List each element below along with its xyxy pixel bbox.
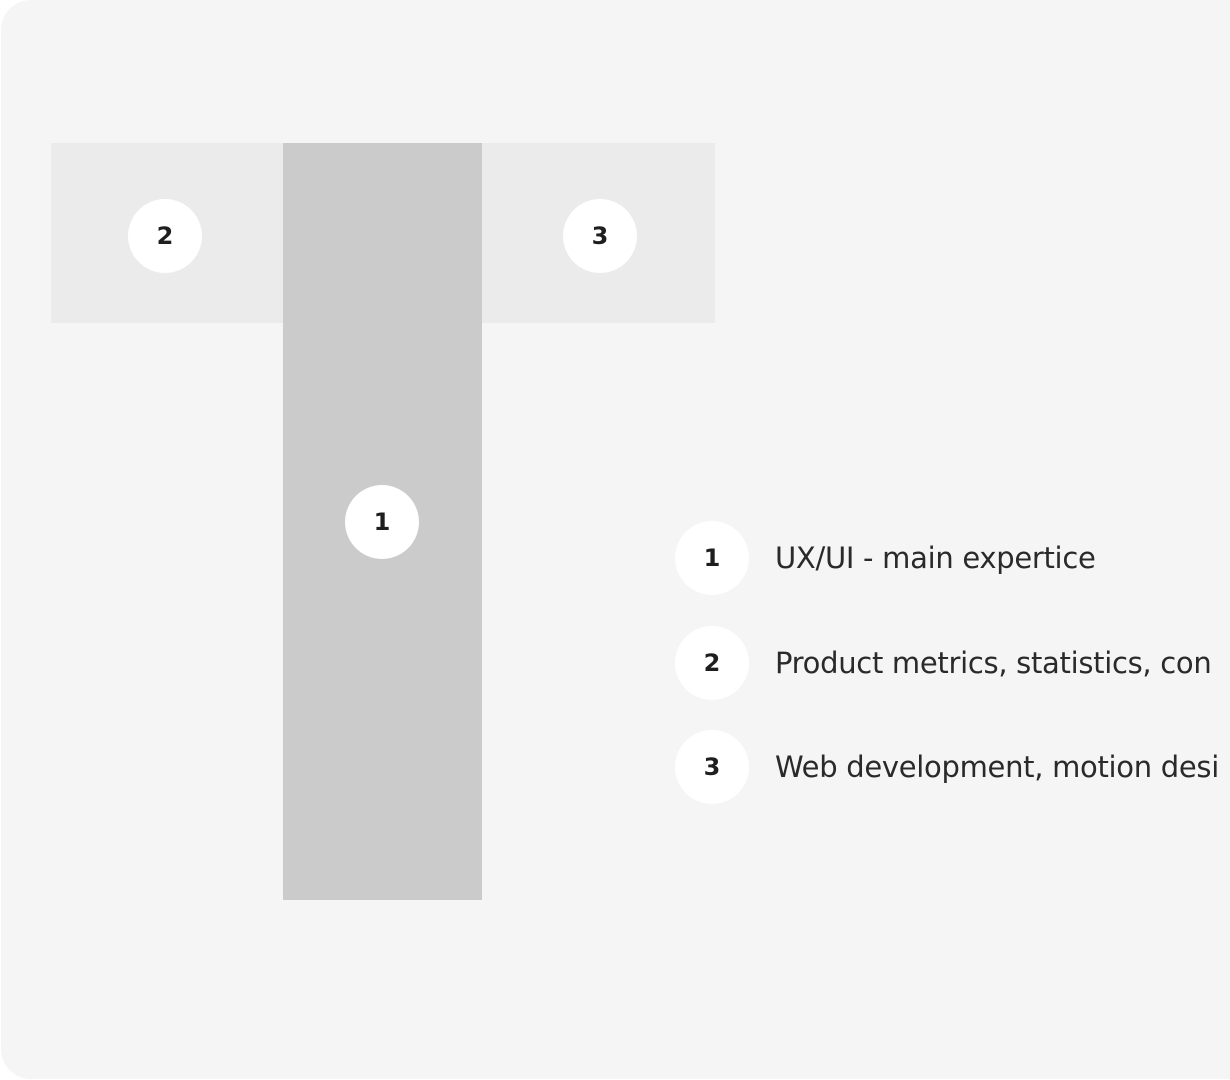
legend-label: Web development, motion desi [775,750,1219,784]
legend-label: Product metrics, statistics, con [775,646,1212,680]
legend-item: 1 UX/UI - main expertice [675,521,1096,595]
legend-item: 3 Web development, motion desi [675,730,1219,804]
legend-number-badge: 3 [675,730,749,804]
right-arm-number-badge: 3 [563,199,637,273]
legend-item: 2 Product metrics, statistics, con [675,626,1212,700]
legend-number-badge: 1 [675,521,749,595]
left-arm-number-badge: 2 [128,199,202,273]
stem-number-badge: 1 [345,485,419,559]
legend-number-badge: 2 [675,626,749,700]
legend-label: UX/UI - main expertice [775,541,1096,575]
